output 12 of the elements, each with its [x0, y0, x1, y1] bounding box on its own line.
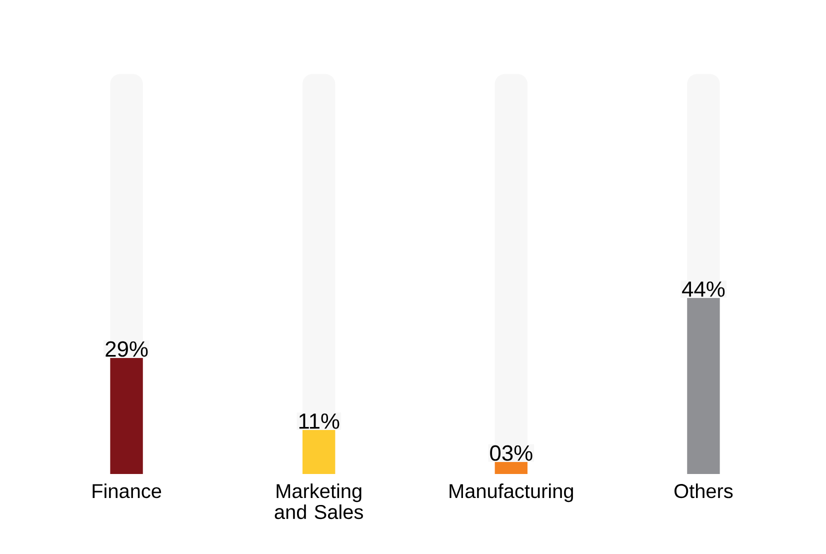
data-label: 11%: [299, 413, 340, 429]
x-tick-label: Manufacturing: [450, 484, 573, 502]
x-tick-label: Others: [674, 484, 733, 498]
data-label: 29%: [106, 341, 148, 357]
bar: [687, 298, 720, 474]
data-label: 03%: [490, 445, 532, 461]
x-tick-label: Finance: [92, 484, 162, 498]
x-tick-label: Marketing and Sales: [274, 484, 363, 520]
data-label: 44%: [682, 281, 725, 297]
bar: [302, 430, 336, 474]
bar: [110, 358, 143, 474]
bar: [494, 462, 528, 474]
